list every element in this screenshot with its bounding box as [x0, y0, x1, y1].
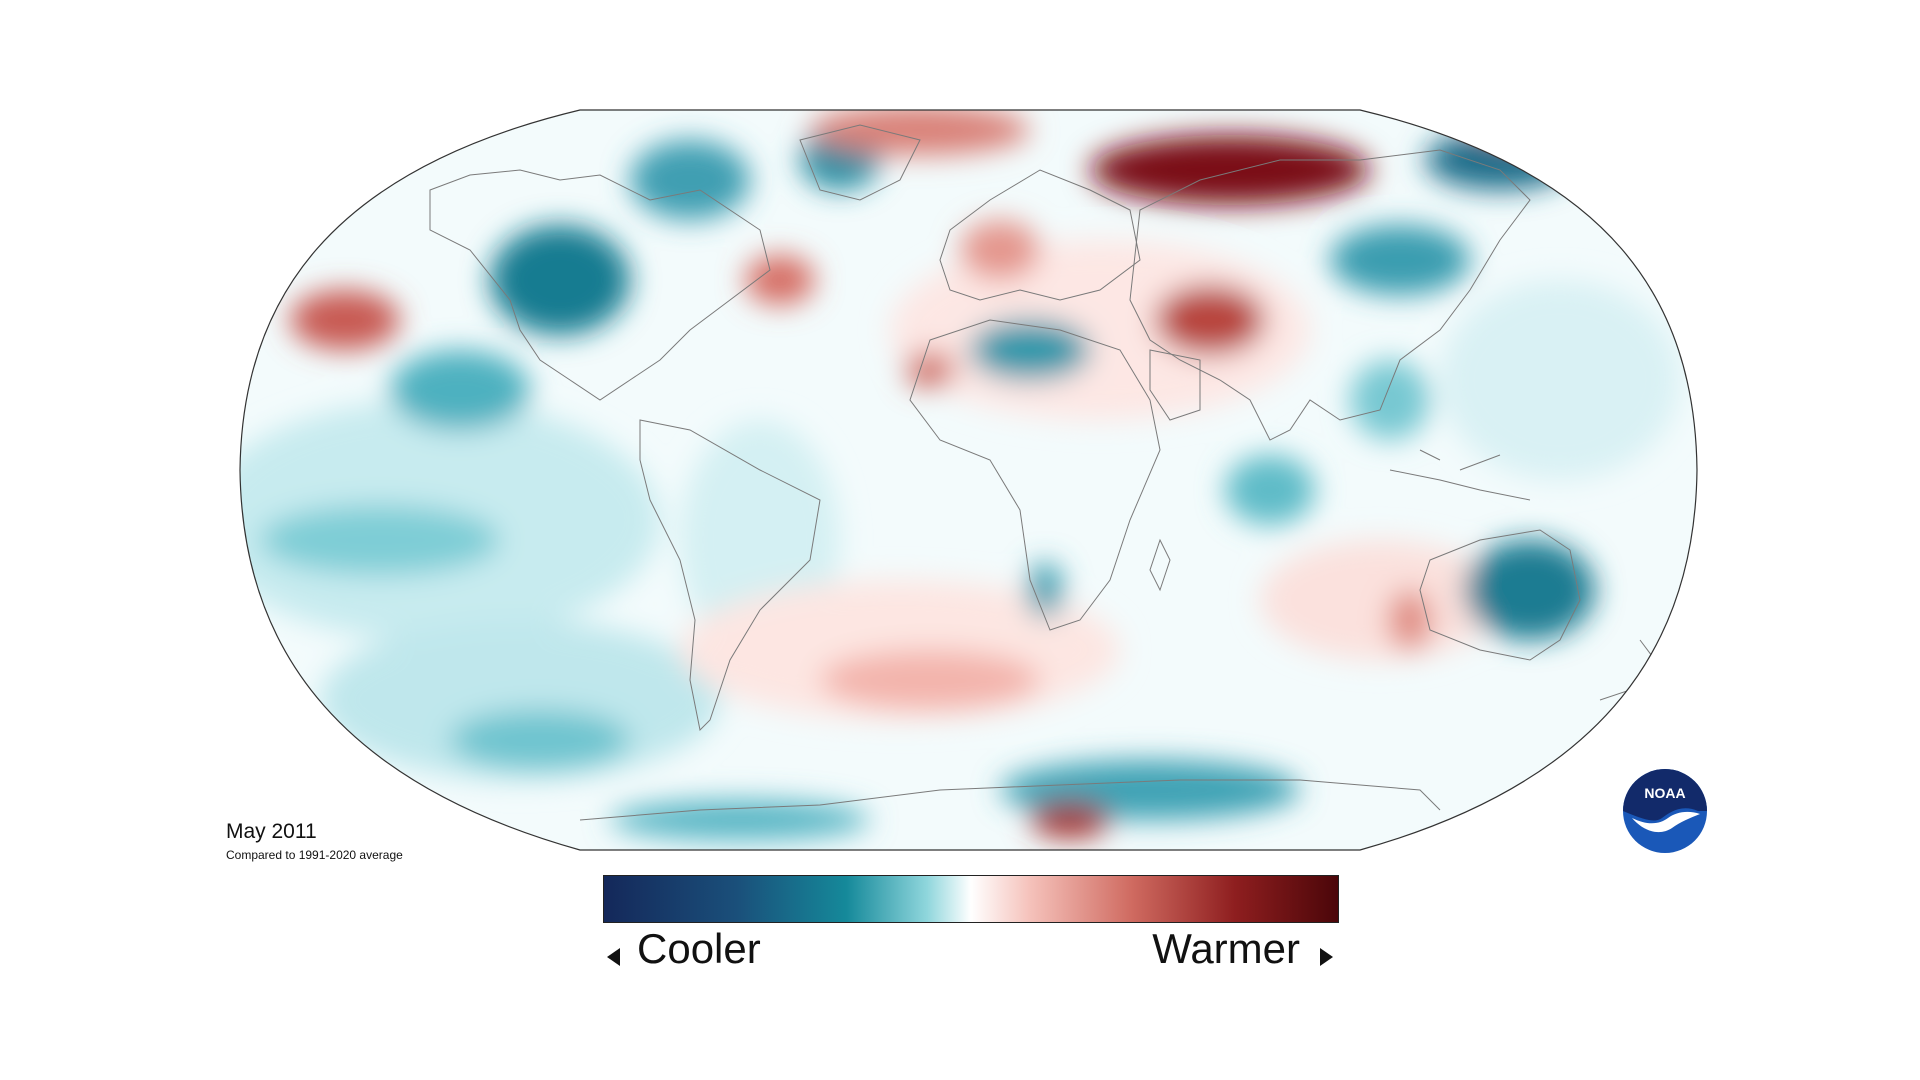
- date-label: May 2011: [226, 820, 317, 843]
- right-arrow-icon: [1320, 948, 1333, 966]
- cooler-label: Cooler: [637, 925, 761, 972]
- noaa-logo-icon: NOAA: [1623, 769, 1707, 853]
- coastlines: [429, 124, 1656, 821]
- warmer-label: Warmer: [1152, 925, 1300, 972]
- noaa-logo-text: NOAA: [1644, 785, 1685, 801]
- left-arrow-icon: [607, 948, 620, 966]
- comparison-label: Compared to 1991-2020 average: [226, 848, 403, 862]
- globe-outline: [239, 109, 1698, 851]
- color-scale-bar: [603, 875, 1339, 923]
- anomaly-field: [240, 110, 1680, 840]
